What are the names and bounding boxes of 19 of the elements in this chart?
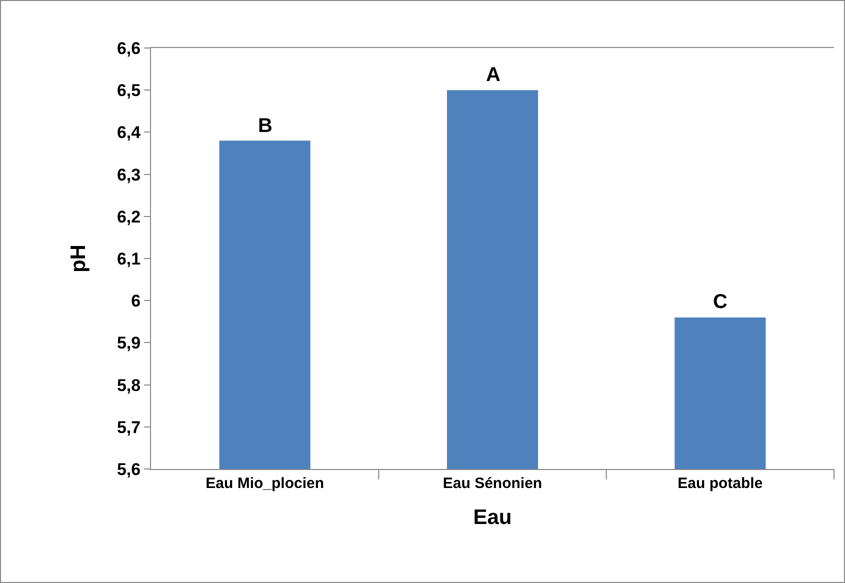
y-tick-label: 6,5 <box>116 81 141 100</box>
annotation: B <box>258 115 272 137</box>
annotation: A <box>486 64 500 86</box>
y-tick-label: 5,7 <box>116 418 141 437</box>
y-tick-label: 6 <box>131 292 141 311</box>
x-tick-label: Eau Sénonien <box>442 475 542 492</box>
y-tick-label: 6,1 <box>116 249 141 268</box>
y-tick-label: 6,4 <box>116 123 142 142</box>
y-tick-label: 5,8 <box>116 376 141 395</box>
y-tick-label: 6,2 <box>116 207 141 226</box>
y-tick-label: 6,6 <box>116 38 141 58</box>
y-tick-label: 5,9 <box>116 334 141 353</box>
x-tick-label: Eau Mio_plocien <box>206 475 324 492</box>
y-tick-label: 6,3 <box>116 165 141 184</box>
y-axis-title: pH <box>67 244 90 272</box>
annotation: C <box>713 291 728 313</box>
x-axis-title: Eau <box>473 506 512 530</box>
y-tick-label: 5,6 <box>116 460 141 479</box>
x-tick-label: Eau potable <box>678 475 763 492</box>
